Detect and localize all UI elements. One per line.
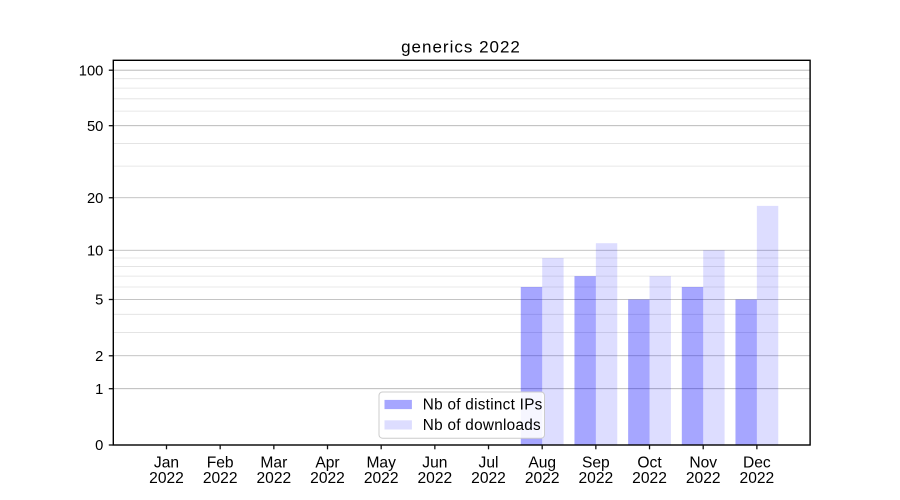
svg-text:May: May (366, 455, 396, 472)
svg-text:5: 5 (95, 293, 103, 309)
svg-text:2022: 2022 (740, 470, 775, 487)
svg-text:2022: 2022 (471, 470, 506, 487)
svg-text:Dec: Dec (743, 455, 771, 472)
svg-text:2022: 2022 (364, 470, 399, 487)
svg-text:1: 1 (95, 382, 103, 398)
svg-text:2: 2 (95, 349, 103, 365)
svg-text:2022: 2022 (310, 470, 345, 487)
svg-text:Mar: Mar (260, 455, 287, 472)
svg-text:generics 2022: generics 2022 (401, 37, 521, 56)
svg-text:50: 50 (87, 119, 103, 135)
svg-text:2022: 2022 (417, 470, 452, 487)
svg-text:0: 0 (95, 438, 103, 454)
svg-text:Jan: Jan (154, 455, 179, 472)
svg-text:2022: 2022 (579, 470, 614, 487)
svg-text:Jun: Jun (422, 455, 447, 472)
svg-text:Nb of distinct IPs: Nb of distinct IPs (423, 397, 543, 414)
svg-text:2022: 2022 (149, 470, 184, 487)
svg-text:2022: 2022 (203, 470, 238, 487)
svg-text:2022: 2022 (256, 470, 291, 487)
svg-text:Jul: Jul (479, 455, 499, 472)
svg-text:2022: 2022 (686, 470, 721, 487)
svg-text:Apr: Apr (315, 455, 339, 472)
svg-text:Nov: Nov (689, 455, 717, 472)
svg-text:Sep: Sep (582, 455, 610, 472)
svg-text:20: 20 (87, 191, 103, 207)
svg-text:Aug: Aug (528, 455, 556, 472)
svg-text:Feb: Feb (207, 455, 234, 472)
svg-text:Oct: Oct (637, 455, 662, 472)
svg-text:10: 10 (87, 244, 103, 260)
svg-text:Nb of downloads: Nb of downloads (423, 417, 541, 434)
svg-text:100: 100 (79, 63, 104, 79)
svg-text:2022: 2022 (632, 470, 667, 487)
svg-text:2022: 2022 (525, 470, 560, 487)
